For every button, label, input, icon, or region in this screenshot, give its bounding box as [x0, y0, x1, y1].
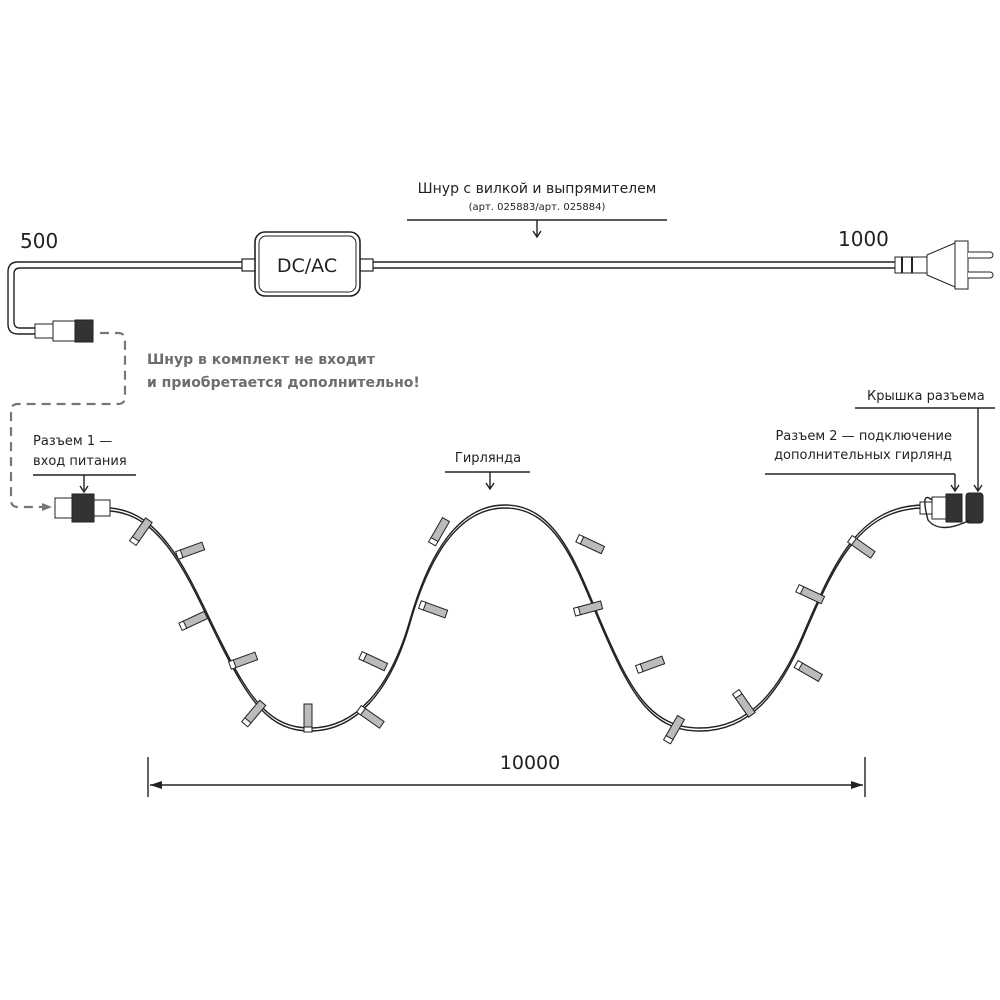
bulb [575, 533, 606, 555]
cord-title: Шнур с вилкой и выпрямителем [418, 181, 657, 197]
arrow-down-icon [485, 472, 495, 491]
cord-connector [34, 319, 94, 343]
bulb [178, 610, 209, 632]
note-line1: Шнур в комплект не входит [147, 352, 376, 368]
arrow-down-icon [950, 474, 960, 493]
bulb [662, 714, 686, 745]
dc-ac-box [254, 231, 361, 297]
bulb [303, 703, 313, 733]
connector2-line2: дополнительных гирлянд [774, 448, 952, 463]
bulb [731, 688, 756, 718]
garland [109, 504, 926, 745]
bulb [227, 651, 259, 670]
bulb [417, 600, 449, 619]
bulb [128, 517, 153, 547]
arrow-right-icon [42, 503, 52, 511]
bulb [634, 655, 666, 674]
note-line2: и приобретается дополнительно! [147, 375, 420, 391]
bulb [174, 541, 206, 560]
cap-label: Крышка разъема [867, 389, 985, 404]
dc-ac-label: DC/AC [277, 255, 337, 277]
garland-label: Гирлянда [455, 451, 521, 466]
cord-article: (арт. 025883/арт. 025884) [469, 202, 606, 213]
connector-cap [965, 492, 984, 524]
arrow-down-icon [79, 475, 89, 494]
bulb [846, 534, 876, 559]
bulb [358, 650, 389, 672]
bulb [427, 516, 451, 547]
connector-2 [919, 492, 984, 529]
bulb [240, 699, 267, 728]
dimension-length: 10000 [500, 752, 560, 774]
arrow-down-icon [532, 220, 542, 239]
power-cord: DC/AC 500 1000 Шнур с вилкой и выпрямите… [7, 181, 994, 343]
dashed-connection [9, 331, 127, 509]
right-cord-length: 1000 [838, 227, 889, 251]
dimension-line: 10000 [147, 752, 866, 797]
plug-icon [894, 240, 994, 290]
bulb [355, 704, 385, 729]
connector-1 [54, 493, 111, 523]
left-cord-length: 500 [20, 229, 58, 253]
bulb [572, 600, 604, 617]
bulb [793, 659, 824, 683]
bulb [795, 583, 826, 605]
arrow-down-icon [973, 408, 983, 493]
connector1-line2: вход питания [33, 454, 127, 469]
connector2-line1: Разъем 2 — подключение [775, 429, 952, 444]
connector1-line1: Разъем 1 — [33, 434, 112, 449]
